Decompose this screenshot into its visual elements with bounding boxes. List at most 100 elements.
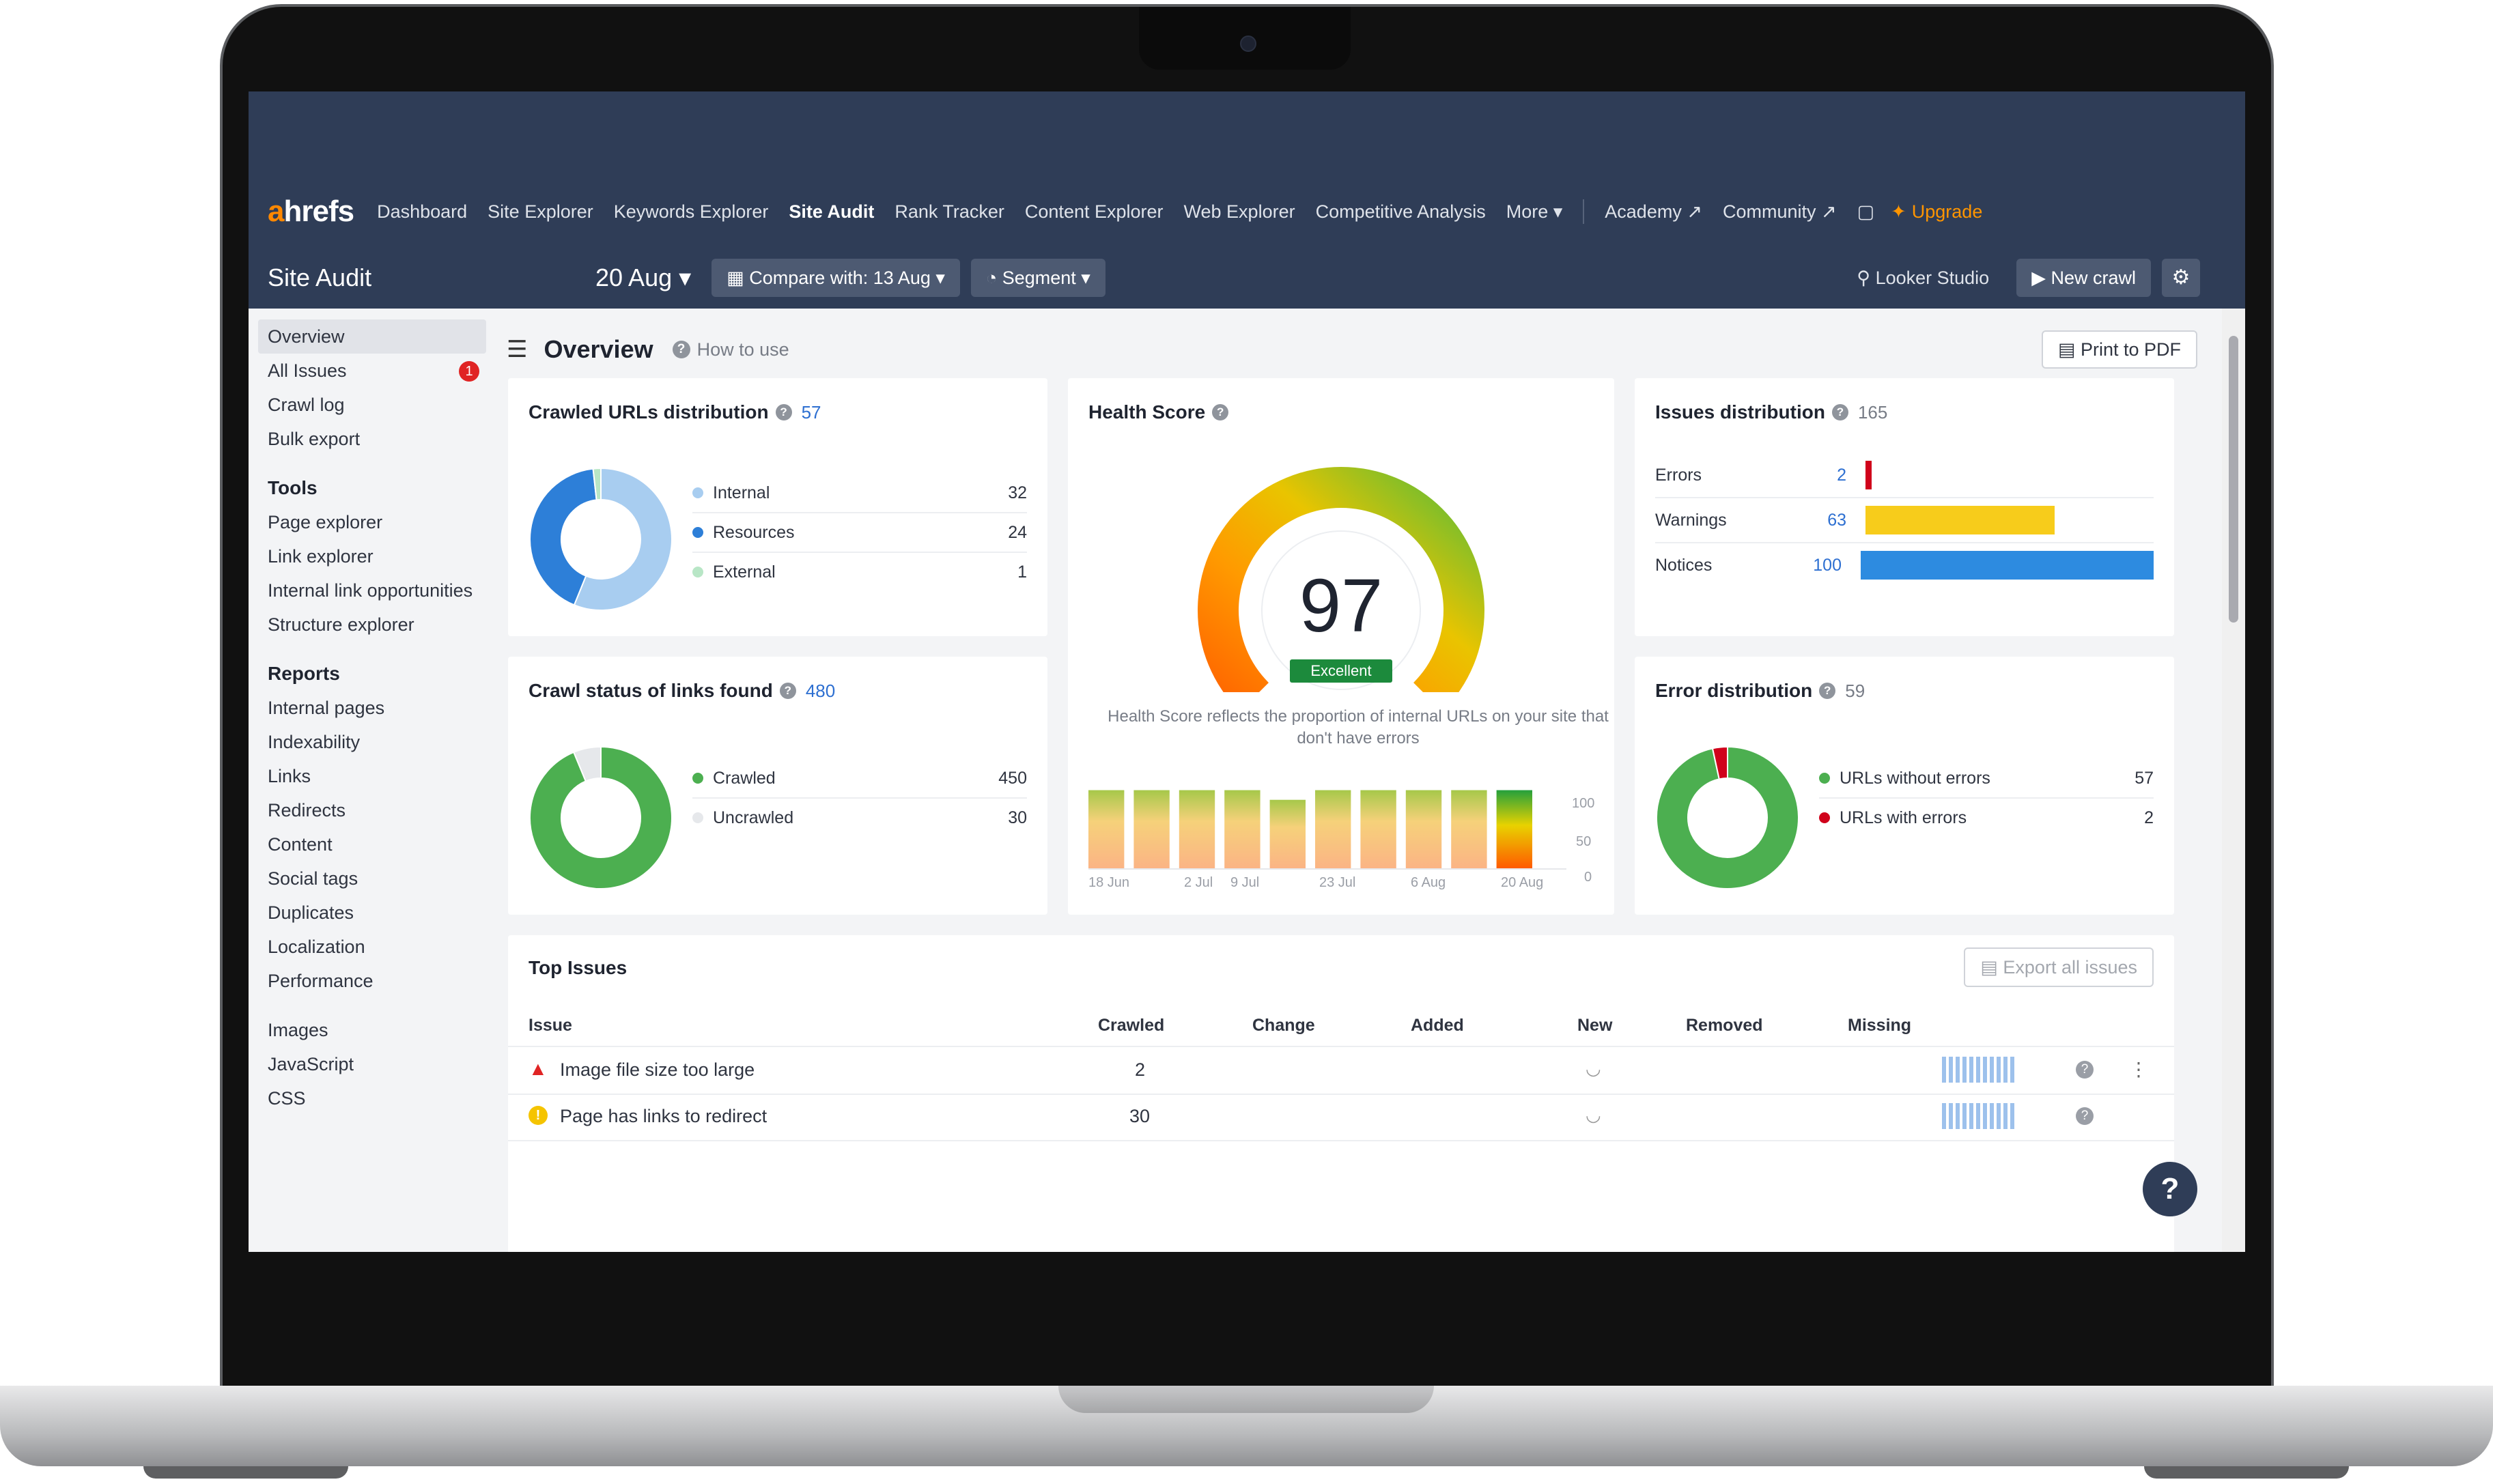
issue-crawled[interactable]: 2	[1135, 1059, 1146, 1080]
donut-slice-uncrawled[interactable]	[572, 745, 602, 782]
nav-community[interactable]: Community ↗	[1722, 201, 1837, 222]
col-missing[interactable]: Missing	[1848, 1016, 1912, 1035]
history-bar[interactable]	[1496, 790, 1532, 868]
crawled-donut	[529, 467, 673, 611]
col-issue[interactable]: Issue	[529, 1016, 572, 1035]
scrollbar[interactable]	[2222, 309, 2245, 1252]
sidebar-item-css[interactable]: CSS	[268, 1088, 306, 1109]
history-bar[interactable]	[1269, 799, 1306, 868]
history-bar[interactable]	[1133, 790, 1170, 868]
legend-row-uncrawled[interactable]: Uncrawled 30	[692, 799, 1027, 837]
segment-button[interactable]: ◔ Segment ▾	[970, 259, 1105, 297]
new-crawl-button[interactable]: ▶ New crawl	[2016, 259, 2151, 297]
sidebar-item-localization[interactable]: Localization	[268, 937, 365, 957]
help-icon[interactable]: ?	[2076, 1061, 2094, 1079]
issues-row-notices[interactable]: Notices 100	[1655, 543, 2154, 587]
sidebar-item-duplicates[interactable]: Duplicates	[268, 902, 354, 923]
history-bar[interactable]	[1315, 790, 1351, 868]
sidebar-item-social-tags[interactable]: Social tags	[268, 868, 358, 889]
nav-web-explorer[interactable]: Web Explorer	[1183, 201, 1295, 222]
sidebar-item-overview[interactable]: Overview	[258, 319, 486, 354]
donut-slice-urls-with-errors[interactable]	[1711, 745, 1728, 780]
legend-row-external[interactable]: External 1	[692, 553, 1027, 591]
nav-keywords-explorer[interactable]: Keywords Explorer	[613, 201, 769, 222]
more-vertical-icon[interactable]: ⋮	[2129, 1059, 2148, 1080]
col-added[interactable]: Added	[1411, 1016, 1464, 1035]
legend-row-with-errors[interactable]: URLs with errors 2	[1819, 799, 2154, 837]
history-bar[interactable]	[1224, 790, 1260, 868]
crawl-status-count[interactable]: 480	[805, 680, 836, 701]
nav-site-explorer[interactable]: Site Explorer	[488, 201, 593, 222]
issues-row-warnings[interactable]: Warnings 63	[1655, 498, 2154, 543]
sidebar-item-internal-pages[interactable]: Internal pages	[268, 698, 385, 718]
warning-icon: !	[529, 1106, 548, 1125]
sidebar-item-link-explorer[interactable]: Link explorer	[268, 546, 374, 567]
help-icon[interactable]: ?	[672, 341, 690, 358]
help-icon[interactable]: ?	[2076, 1107, 2094, 1125]
help-icon[interactable]: ?	[779, 683, 796, 699]
donut-slice-internal[interactable]	[573, 467, 673, 611]
sidebar-item-performance[interactable]: Performance	[268, 971, 374, 991]
issue-name[interactable]: Image file size too large	[560, 1059, 755, 1080]
donut-slice-resources[interactable]	[529, 468, 597, 606]
help-icon[interactable]: ?	[1819, 683, 1836, 699]
nav-academy[interactable]: Academy ↗	[1605, 201, 1702, 222]
sidebar-item-bulk-export[interactable]: Bulk export	[268, 429, 361, 449]
legend-row-internal[interactable]: Internal 32	[692, 474, 1027, 513]
history-bar[interactable]	[1179, 790, 1215, 868]
nav-content-explorer[interactable]: Content Explorer	[1024, 201, 1164, 222]
date-selector[interactable]: 20 Aug ▾	[595, 263, 692, 291]
help-icon[interactable]: ?	[1831, 404, 1848, 420]
history-bar[interactable]	[1451, 790, 1487, 868]
nav-site-audit[interactable]: Site Audit	[789, 201, 875, 222]
nav-more[interactable]: More ▾	[1506, 201, 1563, 222]
help-icon[interactable]: ?	[775, 404, 792, 420]
table-row[interactable]: ! Page has links to redirect 30 ◡ ?	[508, 1094, 2174, 1141]
sidebar-item-internal-link-opportunities[interactable]: Internal link opportunities	[268, 580, 473, 601]
issue-crawled[interactable]: 30	[1129, 1106, 1151, 1126]
history-bar[interactable]	[1405, 790, 1442, 868]
crawled-count[interactable]: 57	[801, 401, 821, 423]
col-new[interactable]: New	[1577, 1016, 1613, 1035]
nav-upgrade[interactable]: ✦ Upgrade	[1891, 201, 1983, 222]
sidebar-item-links[interactable]: Links	[268, 766, 311, 786]
sidebar-item-crawl-log[interactable]: Crawl log	[268, 395, 345, 415]
sidebar-item-all-issues[interactable]: All Issues 1	[258, 354, 486, 388]
sidebar-item-page-explorer[interactable]: Page explorer	[268, 512, 383, 532]
hamburger-icon[interactable]: ☰	[507, 337, 528, 362]
col-change[interactable]: Change	[1252, 1016, 1315, 1035]
donut-slice-crawled[interactable]	[529, 745, 673, 889]
table-row[interactable]: ▲ Image file size too large 2 ◡ ? ⋮	[508, 1047, 2174, 1095]
scrollbar-thumb[interactable]	[2229, 336, 2238, 623]
nav-competitive-analysis[interactable]: Competitive Analysis	[1315, 201, 1486, 222]
nav-dashboard[interactable]: Dashboard	[377, 201, 468, 222]
looker-studio-link[interactable]: ⚲ Looker Studio	[1857, 267, 1990, 288]
help-icon[interactable]: ?	[1212, 404, 1229, 420]
export-all-issues-button[interactable]: ▤ Export all issues	[1964, 947, 2154, 987]
ahrefs-logo[interactable]: ahrefs	[268, 195, 354, 228]
monitor-icon[interactable]: ▢	[1857, 201, 1875, 222]
sidebar-item-redirects[interactable]: Redirects	[268, 800, 346, 821]
history-bar[interactable]	[1088, 790, 1125, 868]
legend-row-crawled[interactable]: Crawled 450	[692, 759, 1027, 799]
issues-row-errors[interactable]: Errors 2	[1655, 453, 2154, 498]
donut-slice-external[interactable]	[592, 467, 602, 501]
help-chat-button[interactable]: ?	[2143, 1162, 2197, 1216]
col-removed[interactable]: Removed	[1686, 1016, 1763, 1035]
legend-row-without-errors[interactable]: URLs without errors 57	[1819, 759, 2154, 799]
sidebar-item-images[interactable]: Images	[268, 1020, 328, 1040]
legend-row-resources[interactable]: Resources 24	[692, 513, 1027, 553]
issue-name[interactable]: Page has links to redirect	[560, 1106, 767, 1126]
print-to-pdf-button[interactable]: ▤ Print to PDF	[2042, 330, 2198, 369]
gear-icon[interactable]: ⚙	[2162, 259, 2200, 297]
compare-button[interactable]: ▦ Compare with: 13 Aug ▾	[712, 259, 960, 297]
col-crawled[interactable]: Crawled	[1098, 1016, 1165, 1035]
sidebar-item-indexability[interactable]: Indexability	[268, 732, 361, 752]
sidebar-item-javascript[interactable]: JavaScript	[268, 1054, 354, 1074]
sidebar-item-structure-explorer[interactable]: Structure explorer	[268, 614, 414, 635]
donut-slice-urls-without-errors[interactable]	[1656, 745, 1799, 889]
how-to-use-link[interactable]: How to use	[696, 339, 789, 360]
sidebar-item-content[interactable]: Content	[268, 834, 333, 855]
nav-rank-tracker[interactable]: Rank Tracker	[895, 201, 1004, 222]
history-bar[interactable]	[1360, 790, 1396, 868]
